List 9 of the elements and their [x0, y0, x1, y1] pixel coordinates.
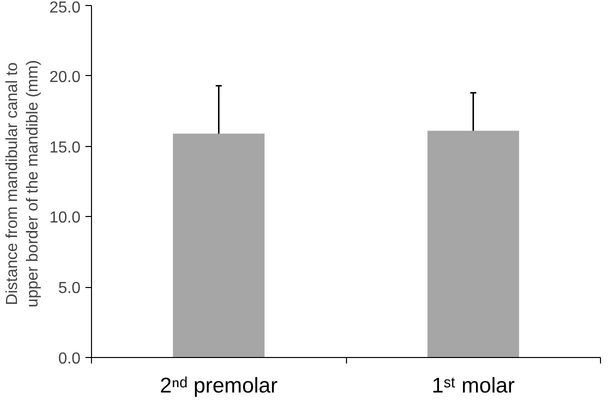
y-tick-label: 10.0 — [49, 210, 81, 227]
y-tick-label: 15.0 — [49, 139, 81, 156]
y-tick-label: 0.0 — [58, 350, 81, 368]
y-tick-label: 25.0 — [49, 0, 81, 16]
y-tick-label: 5.0 — [58, 280, 81, 298]
y-tick-label: 20.0 — [49, 68, 81, 86]
x-tick-label: 1ˢᵗ molar — [432, 374, 515, 398]
y-axis-title: Distance from mandibular canal to upper border of the mandible (mm) — [4, 60, 42, 308]
x-tick-label: 2ⁿᵈ premolar — [160, 374, 278, 398]
